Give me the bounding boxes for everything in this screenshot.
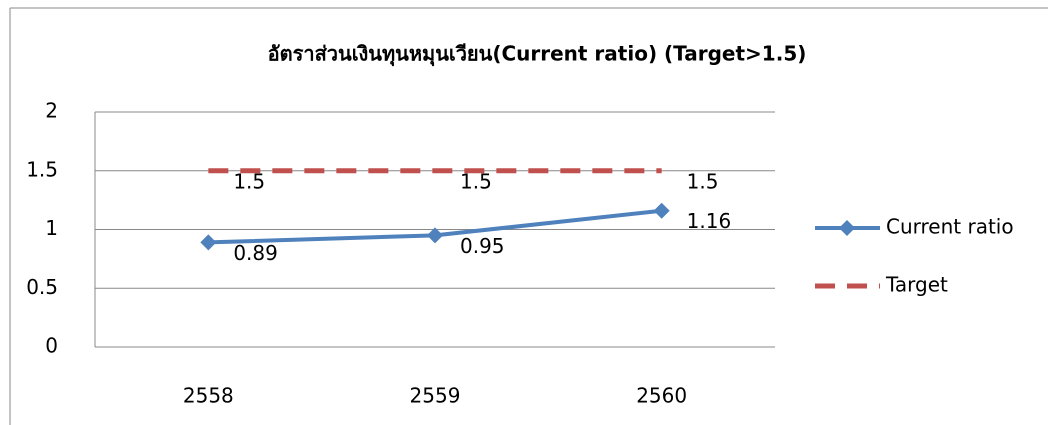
data-label: 1.5 [233, 169, 265, 193]
legend-marker [839, 220, 855, 236]
y-tick-label: 0.5 [26, 275, 58, 299]
y-tick-label: 0 [45, 334, 58, 358]
marker [200, 234, 217, 251]
marker [427, 227, 443, 244]
chart-title: อัตราส่วนเงินทุนหมุนเวียน(Current ratio)… [268, 42, 807, 67]
legend-label: Current ratio [886, 215, 1014, 239]
y-tick-label: 1 [45, 216, 58, 240]
x-tick-label: 2559 [410, 384, 461, 408]
x-tick-label: 2558 [183, 384, 234, 408]
data-label: 1.5 [460, 169, 492, 193]
marker [653, 202, 670, 219]
data-label: 0.95 [460, 234, 505, 258]
data-label: 1.16 [687, 209, 732, 233]
data-label: 0.89 [233, 241, 278, 265]
legend-label: Target [885, 273, 948, 297]
data-label: 1.5 [687, 169, 719, 193]
y-tick-label: 1.5 [26, 157, 58, 181]
y-tick-label: 2 [45, 99, 58, 123]
x-tick-label: 2560 [636, 384, 687, 408]
